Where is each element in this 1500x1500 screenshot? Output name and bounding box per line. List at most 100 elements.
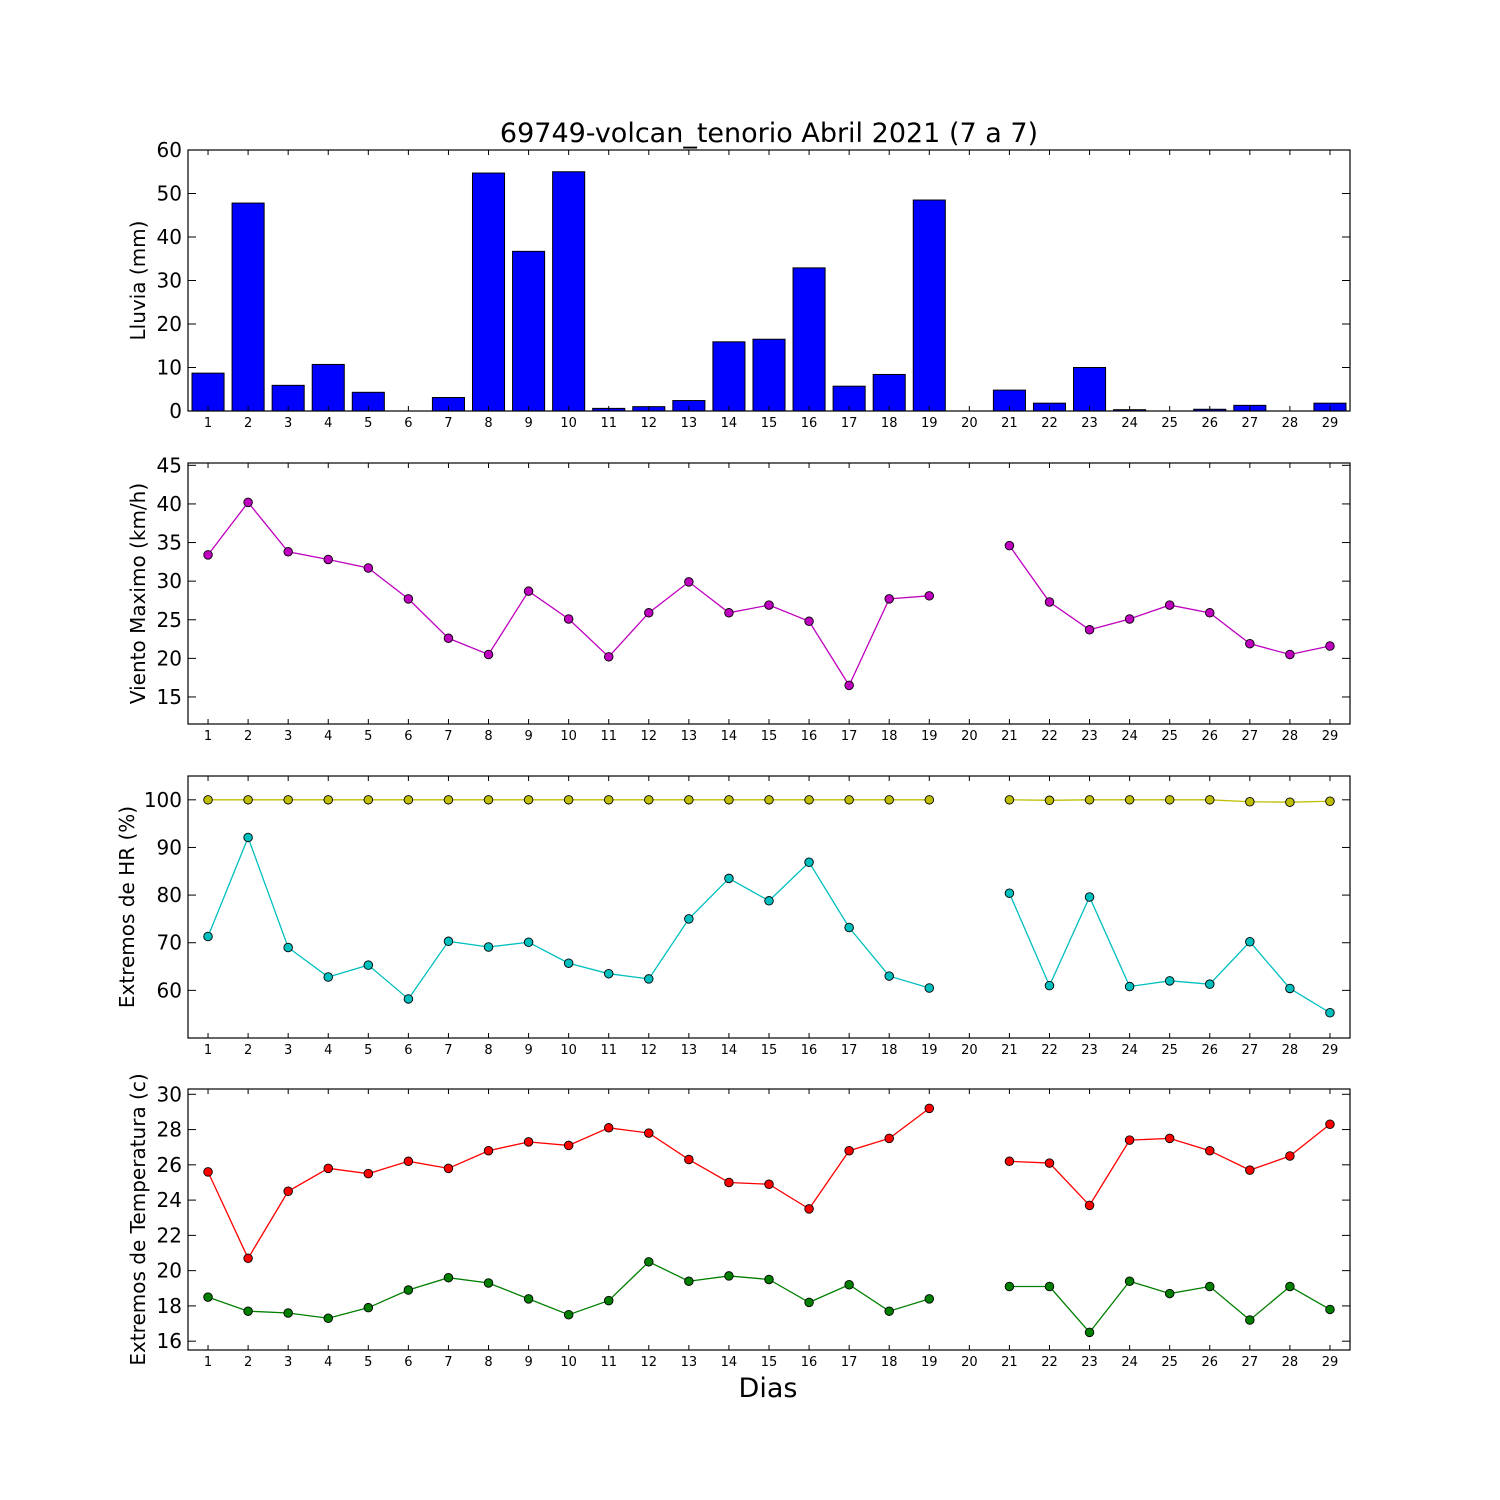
x-tick-label: 13 [681, 1043, 698, 1058]
x-tick-label: 18 [881, 1355, 898, 1370]
panel-frame [187, 775, 1351, 1039]
series-1-point-day-21 [1004, 795, 1015, 805]
bar-day-10 [552, 171, 586, 412]
series-2-point-day-22 [1044, 980, 1055, 991]
x-tick-label: 21 [1001, 1043, 1018, 1058]
bar-day-1 [191, 372, 225, 412]
series-2-point-day-1 [203, 931, 213, 942]
series-1-point-day-3 [283, 795, 293, 805]
series-2-point-day-17 [844, 922, 854, 933]
series-1-point-day-11 [603, 652, 614, 662]
x-tick-label: 3 [284, 416, 292, 431]
series-1-point-day-10 [563, 795, 574, 805]
series-1-point-day-1 [203, 795, 213, 805]
x-tick-label: 27 [1242, 1355, 1259, 1370]
series-1-point-day-13 [684, 1154, 694, 1165]
y-tick-label: 25 [157, 608, 182, 632]
x-tick-label: 6 [404, 729, 412, 744]
bar-day-8 [471, 172, 506, 412]
series-1-point-day-11 [603, 1123, 614, 1133]
x-tick-label: 7 [444, 1355, 452, 1370]
series-2-point-day-18 [884, 1306, 894, 1316]
series-1-point-day-16 [804, 616, 814, 627]
x-tick-label: 17 [841, 1355, 858, 1370]
x-tick-label: 26 [1201, 729, 1218, 744]
series-2-point-day-18 [884, 971, 894, 981]
series-1-point-day-6 [403, 1156, 414, 1167]
x-tick-label: 10 [560, 1043, 577, 1058]
x-tick-label: 28 [1282, 1355, 1299, 1370]
series-1-point-day-14 [724, 608, 734, 618]
x-tick-label: 4 [324, 729, 332, 744]
x-tick-label: 25 [1161, 1043, 1178, 1058]
series-1-line [1008, 545, 1331, 656]
x-tick-label: 29 [1322, 416, 1339, 431]
x-tick-label: 7 [444, 416, 452, 431]
series-1-point-day-1 [203, 550, 213, 560]
series-2-point-day-3 [283, 942, 293, 953]
x-tick-label: 2 [244, 1043, 252, 1058]
x-tick-label: 1 [204, 416, 212, 431]
series-2-point-day-7 [443, 1272, 454, 1283]
x-tick-label: 26 [1201, 416, 1218, 431]
x-tick-label: 23 [1081, 1355, 1098, 1370]
x-tick-label: 29 [1322, 1043, 1339, 1058]
series-1-point-day-23 [1084, 795, 1095, 805]
x-tick-label: 27 [1242, 416, 1259, 431]
y-tick-label: 20 [157, 1259, 182, 1283]
x-tick-label: 26 [1201, 1355, 1218, 1370]
series-1-point-day-16 [804, 1204, 814, 1214]
series-1-point-day-2 [243, 795, 253, 805]
series-2-point-day-28 [1285, 983, 1295, 994]
series-2-point-day-9 [523, 1294, 534, 1304]
series-2-point-day-16 [804, 1297, 814, 1308]
x-tick-label: 16 [801, 1355, 818, 1370]
series-1-point-day-12 [644, 608, 654, 618]
series-2-point-day-2 [243, 1306, 253, 1316]
series-1-point-day-12 [644, 1128, 654, 1138]
y-axis-label: Lluvia (mm) [126, 221, 150, 341]
x-tick-label: 6 [404, 1043, 412, 1058]
y-tick-label: 60 [157, 138, 182, 162]
x-tick-label: 5 [364, 1355, 372, 1370]
series-2-point-day-27 [1245, 937, 1255, 947]
series-1-point-day-5 [363, 795, 374, 805]
x-tick-label: 19 [921, 416, 938, 431]
x-tick-label: 22 [1041, 1043, 1058, 1058]
series-1-point-day-28 [1285, 1151, 1295, 1161]
x-tick-label: 27 [1242, 729, 1259, 744]
series-2-point-day-28 [1285, 1281, 1295, 1292]
y-tick-label: 24 [157, 1188, 182, 1212]
y-tick-label: 28 [157, 1118, 182, 1142]
series-1-point-day-3 [283, 547, 293, 557]
x-tick-label: 5 [364, 416, 372, 431]
series-1-point-day-22 [1044, 597, 1055, 607]
x-tick-label: 20 [961, 416, 978, 431]
series-2-point-day-6 [403, 994, 414, 1004]
x-tick-label: 9 [524, 1355, 532, 1370]
x-tick-label: 3 [284, 729, 292, 744]
series-1-point-day-27 [1245, 638, 1255, 649]
series-1-point-day-28 [1285, 797, 1295, 807]
x-tick-label: 17 [841, 729, 858, 744]
series-1-point-day-26 [1205, 795, 1215, 805]
bar-day-16 [792, 267, 826, 412]
figure-title: 69749-volcan_tenorio Abril 2021 (7 a 7) [500, 118, 1038, 149]
x-tick-label: 9 [524, 729, 532, 744]
x-tick-label: 4 [324, 1043, 332, 1058]
y-tick-label: 100 [144, 788, 182, 812]
y-axis-label: Extremos de Temperatura (c) [126, 1073, 150, 1365]
x-tick-label: 14 [721, 1043, 738, 1058]
series-2-point-day-14 [724, 1271, 734, 1281]
x-tick-label: 7 [444, 729, 452, 744]
series-2-point-day-24 [1124, 981, 1135, 992]
y-tick-label: 30 [157, 569, 182, 593]
bar-day-9 [512, 250, 546, 412]
series-2-point-day-26 [1205, 1281, 1215, 1292]
x-tick-label: 10 [560, 416, 577, 431]
series-1-point-day-23 [1084, 625, 1095, 635]
bar-day-18 [872, 373, 906, 412]
x-tick-label: 12 [641, 1355, 658, 1370]
x-tick-label: 7 [444, 1043, 452, 1058]
x-tick-label: 11 [600, 729, 617, 744]
